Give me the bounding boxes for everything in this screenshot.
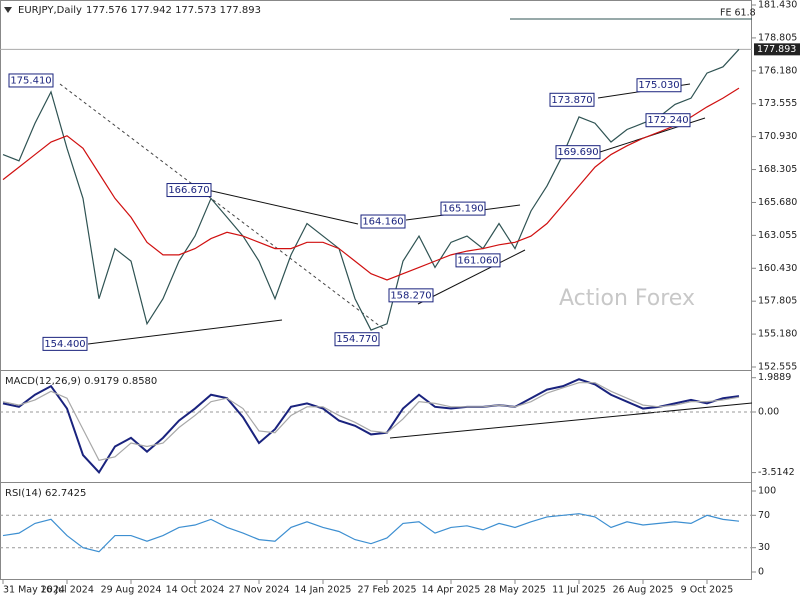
annotation-label: 158.270 bbox=[390, 290, 431, 301]
x-tick-label: 14 Apr 2025 bbox=[422, 585, 481, 596]
macd-title: MACD(12,26,9) 0.9179 0.8580 bbox=[5, 376, 157, 387]
reference-label: FE 61.8 bbox=[720, 8, 756, 19]
x-tick-label: 31 May 2024 bbox=[3, 585, 65, 596]
annotation-label: 165.190 bbox=[442, 204, 483, 215]
x-tick-label: 27 Feb 2025 bbox=[357, 585, 416, 596]
annotation-box bbox=[455, 253, 501, 268]
x-tick-label: 29 Aug 2024 bbox=[101, 585, 162, 596]
y-tick-label: 178.805 bbox=[758, 32, 797, 43]
y-tick-label: 168.305 bbox=[758, 164, 797, 175]
series-line bbox=[2, 513, 740, 553]
y-tick-label: 157.805 bbox=[758, 296, 797, 307]
annotation-label: 175.410 bbox=[10, 75, 51, 86]
series-line bbox=[2, 382, 740, 461]
y-tick-label: 181.430 bbox=[758, 0, 797, 11]
annotation-label: 169.690 bbox=[557, 147, 598, 158]
y-tick-label: 165.680 bbox=[758, 197, 797, 208]
annotation-box bbox=[440, 201, 486, 216]
x-tick-label: 27 Nov 2024 bbox=[229, 585, 290, 596]
x-tick-label: 26 Aug 2025 bbox=[613, 585, 674, 596]
annotation-label: 173.870 bbox=[551, 95, 592, 106]
y-tick-label: 170.930 bbox=[758, 131, 797, 142]
y-tick-label: 160.430 bbox=[758, 263, 797, 274]
annotation-box bbox=[388, 288, 434, 303]
annotation-label: 154.400 bbox=[44, 339, 85, 350]
y-tick-label: 70 bbox=[758, 510, 770, 521]
annotation-label: 175.030 bbox=[638, 80, 679, 91]
annotation-box bbox=[555, 145, 601, 160]
y-tick-label: 155.180 bbox=[758, 329, 797, 340]
last-price-label: 177.893 bbox=[757, 44, 796, 55]
trendline-dashed bbox=[59, 83, 386, 331]
annotation-label: 154.770 bbox=[336, 334, 377, 345]
chart-title: EURJPY,Daily bbox=[18, 5, 82, 16]
x-tick-label: 11 Jul 2025 bbox=[552, 585, 606, 596]
annotation-box bbox=[42, 336, 88, 351]
annotation-box bbox=[334, 332, 380, 347]
annotation-box bbox=[360, 214, 406, 229]
chart-subtitle: 177.576 177.942 177.573 177.893 bbox=[86, 5, 261, 16]
annotation-label: 166.670 bbox=[168, 185, 209, 196]
trendline bbox=[417, 249, 526, 305]
series-line bbox=[2, 48, 740, 331]
annotation-label: 164.160 bbox=[362, 217, 403, 228]
y-tick-label: 100 bbox=[758, 486, 776, 497]
y-tick-label: 163.055 bbox=[758, 230, 797, 241]
annotation-box bbox=[549, 92, 595, 107]
annotation-box bbox=[636, 78, 682, 93]
y-tick-label: 0.00 bbox=[758, 407, 779, 418]
x-tick-label: 9 Oct 2025 bbox=[681, 585, 734, 596]
annotation-box bbox=[166, 183, 212, 198]
y-tick-label: 30 bbox=[758, 542, 770, 553]
y-tick-label: 0 bbox=[758, 567, 764, 578]
last-price-box bbox=[754, 43, 800, 56]
menu-icon bbox=[4, 7, 12, 13]
annotation-box bbox=[8, 73, 54, 88]
y-tick-label: 1.9889 bbox=[758, 372, 791, 383]
y-tick-label: -3.5142 bbox=[758, 467, 795, 478]
x-tick-label: 16 Jul 2024 bbox=[40, 585, 94, 596]
y-tick-label: 152.555 bbox=[758, 362, 797, 373]
x-tick-label: 14 Jan 2025 bbox=[295, 585, 352, 596]
rsi-title: RSI(14) 62.7425 bbox=[5, 488, 86, 499]
trendline bbox=[389, 402, 753, 439]
trendline bbox=[87, 319, 283, 345]
x-tick-label: 14 Oct 2024 bbox=[166, 585, 225, 596]
annotation-label: 161.060 bbox=[457, 255, 498, 266]
annotation-box bbox=[645, 113, 691, 128]
series-line bbox=[2, 378, 740, 474]
annotation-label: 172.240 bbox=[647, 115, 688, 126]
y-tick-label: 176.180 bbox=[758, 65, 797, 76]
series-line bbox=[2, 87, 740, 281]
watermark: Action Forex bbox=[559, 286, 695, 311]
trendline bbox=[189, 185, 359, 225]
x-tick-label: 28 May 2025 bbox=[484, 585, 546, 596]
y-tick-label: 173.555 bbox=[758, 98, 797, 109]
